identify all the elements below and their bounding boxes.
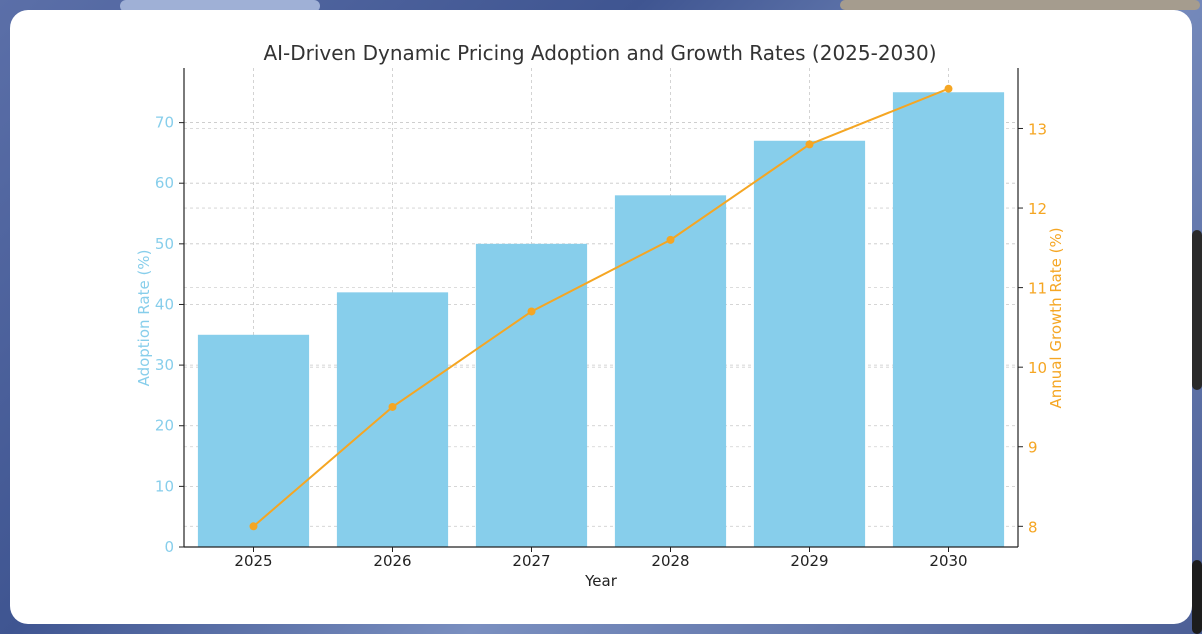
growth-point-2030 xyxy=(944,84,953,93)
y-axis-right-label: Annual Growth Rate (%) xyxy=(1047,227,1065,408)
bar-2025 xyxy=(197,334,310,547)
bar-2030 xyxy=(892,92,1005,547)
bar-series xyxy=(197,92,1005,548)
background-shape xyxy=(1192,560,1202,634)
growth-point-2025 xyxy=(249,522,258,531)
growth-point-2028 xyxy=(666,235,675,244)
y-right-tick-label: 13 xyxy=(1028,120,1047,138)
y-left-tick-label: 50 xyxy=(155,235,174,253)
y-right-tick-label: 11 xyxy=(1028,280,1047,298)
growth-rate-line xyxy=(252,87,949,528)
y-right-tick-label: 9 xyxy=(1028,439,1038,457)
chart-card: AI-Driven Dynamic Pricing Adoption and G… xyxy=(10,10,1192,624)
bar-2027 xyxy=(475,243,588,547)
y-left-tick-label: 20 xyxy=(155,417,174,435)
bar-2026 xyxy=(336,292,449,547)
x-tick-label: 2030 xyxy=(929,552,967,570)
y-axis-left-label: Adoption Rate (%) xyxy=(135,250,153,387)
x-axis-label: Year xyxy=(584,572,618,590)
background-shape xyxy=(1192,230,1202,390)
axes xyxy=(183,68,1019,548)
x-tick-label: 2027 xyxy=(512,552,550,570)
growth-point-2026 xyxy=(388,402,397,411)
bar-2029 xyxy=(753,140,866,547)
combo-chart: AI-Driven Dynamic Pricing Adoption and G… xyxy=(135,41,1065,590)
background-shape xyxy=(120,0,320,12)
y-left-tick-label: 70 xyxy=(155,114,174,132)
background-shape xyxy=(840,0,1200,10)
growth-point-2027 xyxy=(527,307,536,316)
y-left-tick-label: 40 xyxy=(155,295,174,313)
x-tick-label: 2025 xyxy=(234,552,272,570)
chart-title: AI-Driven Dynamic Pricing Adoption and G… xyxy=(263,41,936,65)
y-right-tick-label: 10 xyxy=(1028,359,1047,377)
x-tick-label: 2029 xyxy=(790,552,828,570)
line-series xyxy=(249,84,953,531)
y-left-tick-label: 0 xyxy=(164,538,174,556)
y-left-tick-label: 10 xyxy=(155,477,174,495)
y-right-tick-label: 8 xyxy=(1028,518,1038,536)
y-left-tick-label: 60 xyxy=(155,174,174,192)
y-left-tick-label: 30 xyxy=(155,356,174,374)
x-tick-label: 2028 xyxy=(651,552,689,570)
y-right-tick-label: 12 xyxy=(1028,200,1047,218)
bar-2028 xyxy=(614,195,727,548)
x-tick-label: 2026 xyxy=(373,552,411,570)
growth-point-2029 xyxy=(805,140,814,149)
